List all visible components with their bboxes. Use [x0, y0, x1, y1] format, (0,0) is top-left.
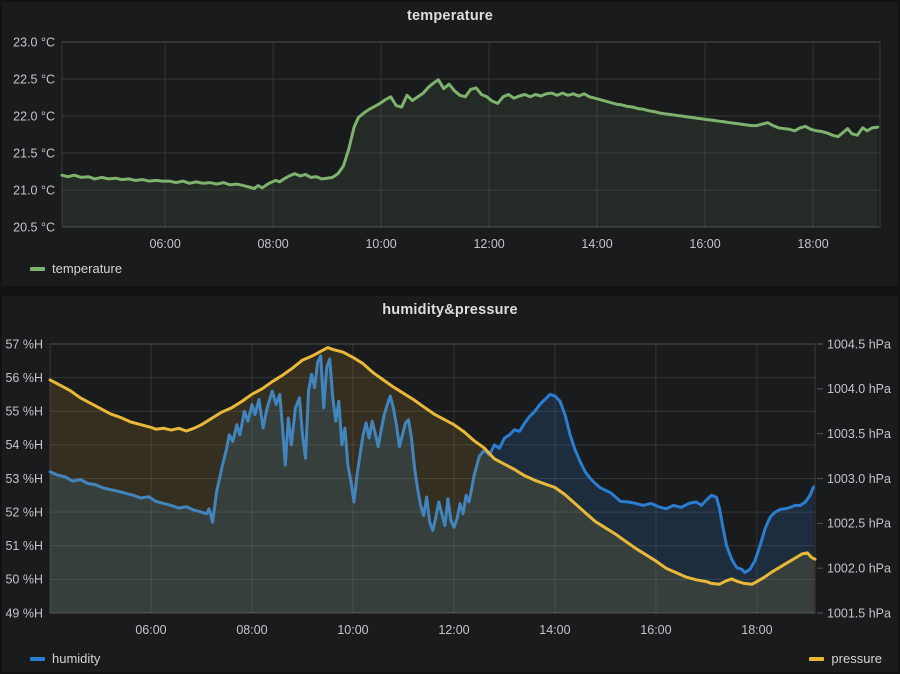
plot-border	[61, 41, 881, 228]
plot-border	[49, 343, 816, 614]
y-axis-right-label: 1004.5 hPa	[827, 337, 891, 351]
x-axis-label: 18:00	[741, 623, 772, 637]
panel-title-humidity-pressure[interactable]: humidity&pressure	[382, 302, 518, 318]
x-axis-label: 10:00	[365, 237, 396, 251]
y-axis-right-label: 1003.5 hPa	[827, 427, 891, 441]
legend-pressure: pressure	[809, 651, 882, 666]
x-axis-label: 16:00	[640, 623, 671, 637]
y-axis-left-label: 52 %H	[5, 505, 43, 519]
x-axis-label: 06:00	[149, 237, 180, 251]
legend-label-humidity: humidity	[52, 651, 101, 666]
series-pressure-area	[50, 347, 815, 613]
y-axis-left-label: 55 %H	[5, 405, 43, 419]
series-temperature-area	[62, 79, 878, 227]
legend-item-temperature[interactable]: temperature	[30, 261, 122, 276]
panel-temperature: temperature 23.0 °C 22.5 °C 22.0 °C 21.5 °C…	[2, 2, 898, 286]
y-axis-right-label: 1002.0 hPa	[827, 561, 891, 575]
panel-title-temperature[interactable]: temperature	[406, 8, 493, 24]
panel-humidity-pressure: humidity&pressure 57 %H 56 %H 55 %H 54 %H 53…	[2, 296, 898, 672]
y-axis-right-label: 1001.5 hPa	[827, 606, 891, 620]
legend-item-pressure[interactable]: pressure	[809, 651, 882, 666]
series-pressure-line	[48, 346, 817, 586]
y-axis-right-label: 1004.0 hPa	[827, 382, 891, 396]
legend-humidity: humidity	[30, 651, 100, 666]
y-axis-left-label: 51 %H	[5, 539, 43, 553]
y-axis-left-label: 54 %H	[5, 438, 43, 452]
legend-label-temperature: temperature	[52, 261, 123, 276]
y-axis-left-label: 56 %H	[5, 371, 43, 385]
series-humidity-line	[48, 354, 815, 575]
humidity-legend-swatch-icon	[30, 656, 45, 661]
y-axis-left-label: 53 %H	[5, 472, 43, 486]
x-axis-label: 06:00	[135, 623, 166, 637]
y-axis-right-label: 1002.5 hPa	[827, 517, 891, 531]
y-axis-left-label: 57 %H	[5, 337, 43, 351]
x-axis-label: 18:00	[797, 237, 828, 251]
x-axis-label: 12:00	[438, 623, 469, 637]
temperature-chart[interactable]: 23.0 °C 22.5 °C 22.0 °C 21.5 °C 21.0 °C 20.5 …	[2, 2, 898, 286]
legend-label-pressure: pressure	[831, 651, 882, 666]
x-axis-label: 08:00	[257, 237, 288, 251]
y-axis-left-label: 50 %H	[5, 573, 43, 587]
y-axis-left-label: 22.0 °C	[13, 109, 55, 123]
x-axis-label: 10:00	[337, 623, 368, 637]
y-axis-right-label: 1003.0 hPa	[827, 472, 891, 486]
legend-item-humidity[interactable]: humidity	[30, 651, 100, 666]
y-axis-left-label: 22.5 °C	[13, 72, 55, 86]
pressure-legend-swatch-icon	[809, 656, 825, 661]
x-axis-label: 14:00	[539, 623, 570, 637]
x-axis-label: 14:00	[581, 237, 612, 251]
y-axis-left-label: 23.0 °C	[13, 35, 55, 49]
y-axis-left-label: 49 %H	[5, 606, 43, 620]
x-axis-label: 12:00	[473, 237, 504, 251]
series-temperature-line	[60, 78, 880, 190]
y-axis-left-label: 21.5 °C	[13, 146, 55, 160]
temperature-legend-swatch-icon	[30, 266, 45, 271]
series-humidity-area	[50, 355, 814, 613]
legend-temperature: temperature	[30, 261, 122, 276]
humidity-pressure-chart[interactable]: 57 %H 56 %H 55 %H 54 %H 53 %H 52 %H 51 %H 50 %H…	[2, 296, 898, 672]
y-axis-left-label: 21.0 °C	[13, 183, 55, 197]
x-axis-label: 08:00	[236, 623, 267, 637]
y-axis-left-label: 20.5 °C	[13, 220, 55, 234]
x-axis-label: 16:00	[689, 237, 720, 251]
